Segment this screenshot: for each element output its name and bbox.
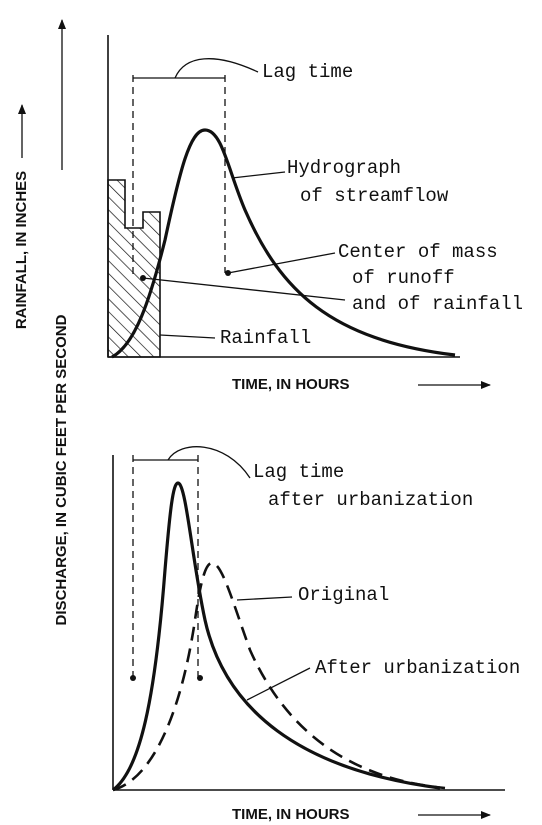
leader [142, 277, 346, 301]
leader [167, 446, 251, 479]
center-of-mass [197, 675, 203, 681]
label: Center of mass [338, 241, 498, 263]
hydrograph [111, 128, 456, 359]
x-axis-label: TIME, IN HOURS [232, 806, 350, 823]
label: after urbanization [268, 489, 473, 511]
label: of streamflow [300, 185, 449, 207]
discharge-axis-label: DISCHARGE, IN CUBIC FEET PER SECOND [53, 314, 70, 625]
leader [246, 667, 311, 701]
bottom-panel: Lag time after urbanization Original Aft… [112, 446, 520, 823]
leader [236, 596, 293, 601]
label: After urbanization [315, 657, 520, 679]
original-hydrograph [112, 561, 446, 792]
label: Original [298, 584, 389, 606]
leader [231, 171, 286, 179]
urban-hydrograph [112, 481, 441, 792]
label: Lag time [253, 461, 344, 483]
label: Rainfall [220, 327, 311, 349]
leader [174, 58, 259, 79]
top-panel: Lag time Hydrograph of streamflow Center… [107, 35, 523, 393]
label: of runoff [352, 267, 455, 289]
leader [227, 252, 336, 274]
leader [159, 334, 216, 339]
label: Hydrograph [287, 157, 401, 179]
rainfall-axis-label: RAINFALL, IN INCHES [13, 171, 30, 329]
label: Lag time [262, 61, 353, 83]
center-of-mass [130, 675, 136, 681]
rainfall-bars [107, 179, 161, 358]
label: and of rainfall [352, 293, 523, 315]
x-axis-label: TIME, IN HOURS [232, 376, 350, 393]
